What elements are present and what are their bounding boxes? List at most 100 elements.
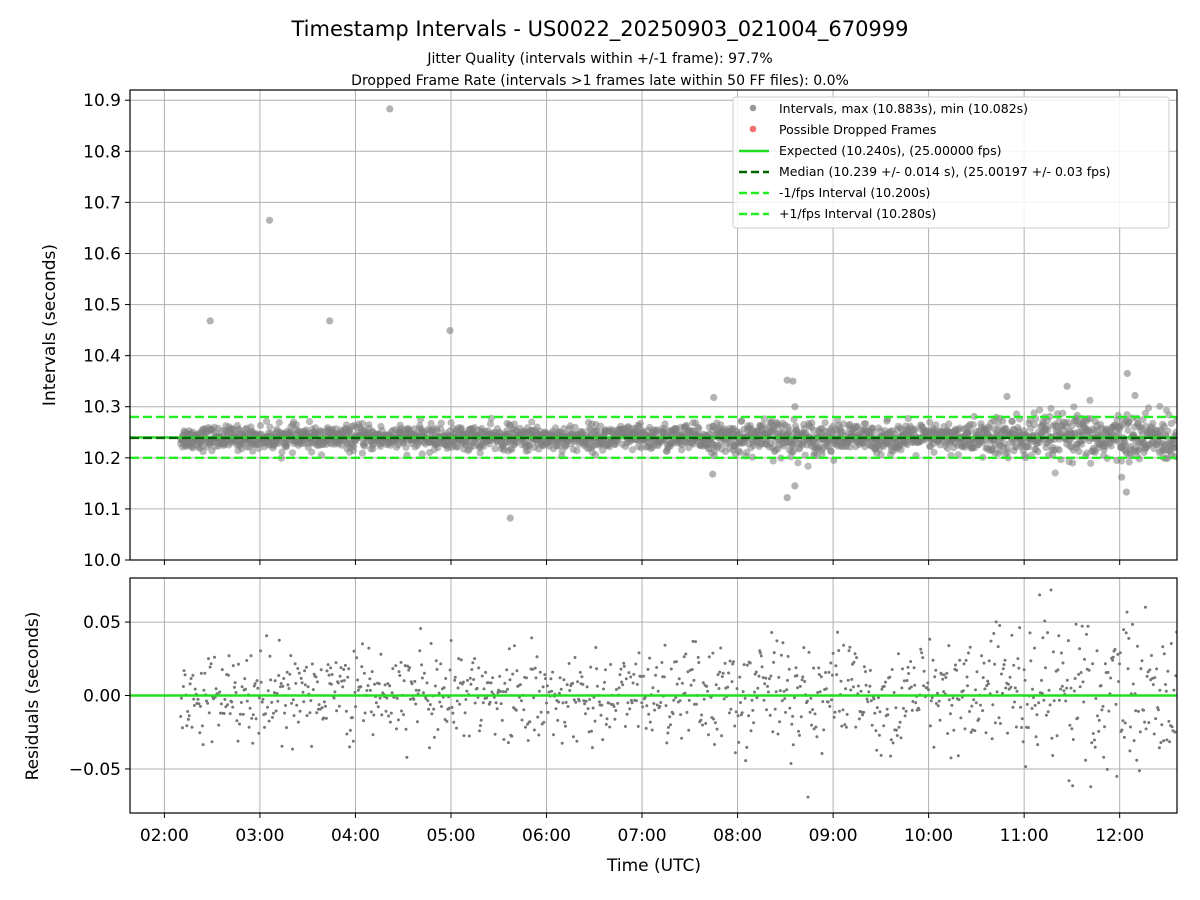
- residual-point: [440, 705, 443, 708]
- residual-point: [455, 699, 459, 703]
- residual-point: [810, 723, 813, 727]
- residual-point: [841, 708, 845, 712]
- residual-point: [877, 696, 880, 700]
- residual-point: [269, 678, 273, 682]
- interval-point: [1055, 446, 1063, 454]
- residual-point: [261, 697, 265, 701]
- residual-point: [188, 682, 192, 686]
- residual-point: [187, 714, 191, 718]
- residual-point: [1040, 691, 1044, 695]
- residual-point: [1034, 735, 1038, 739]
- residual-point: [285, 670, 289, 674]
- interval-point: [738, 417, 746, 425]
- y-tick-label: 10.0: [83, 551, 121, 571]
- residual-point: [853, 652, 857, 656]
- residual-point: [397, 670, 401, 674]
- residual-point: [557, 700, 561, 704]
- interval-point: [350, 443, 358, 451]
- residual-point: [388, 720, 392, 724]
- residual-point: [816, 691, 820, 694]
- residual-point: [1131, 682, 1135, 686]
- residual-point: [266, 705, 269, 709]
- y-tick-label: −0.05: [69, 760, 121, 780]
- residual-point: [1052, 699, 1056, 703]
- residual-point: [345, 732, 349, 736]
- interval-point: [818, 450, 826, 458]
- intervals-panel: 10.0 10.1 10.2 10.3 10.4 10.5 10.6 10.7 10.8 10.9: [83, 89, 1178, 571]
- residual-point: [664, 704, 668, 708]
- residual-point: [1102, 755, 1106, 759]
- residual-point: [1022, 668, 1026, 672]
- residual-point: [848, 645, 852, 649]
- interval-point: [256, 421, 265, 430]
- residual-point: [335, 709, 339, 713]
- residual-point: [576, 680, 580, 684]
- residual-point: [660, 661, 664, 664]
- residual-point: [290, 701, 294, 705]
- residual-point: [308, 711, 312, 715]
- residual-point: [1143, 605, 1147, 609]
- residual-point: [510, 734, 514, 738]
- residual-point: [354, 705, 358, 709]
- residual-point: [987, 682, 990, 686]
- residual-point: [909, 685, 913, 689]
- residual-point: [317, 703, 321, 707]
- residual-point: [766, 684, 769, 688]
- residual-point: [181, 726, 184, 730]
- residual-point: [998, 722, 1002, 725]
- residual-point: [394, 664, 398, 668]
- residual-point: [891, 741, 895, 745]
- residual-point: [1057, 634, 1061, 638]
- interval-outlier-point: [709, 470, 717, 478]
- residual-point: [400, 709, 403, 713]
- residual-point: [645, 704, 649, 708]
- residual-point: [1146, 670, 1150, 674]
- residual-point: [257, 696, 261, 700]
- residual-point: [733, 751, 737, 755]
- residual-point: [426, 699, 430, 703]
- residual-point: [453, 675, 457, 679]
- residual-point: [444, 677, 448, 680]
- residual-point: [864, 670, 867, 674]
- residual-point: [457, 657, 461, 661]
- residual-point: [389, 711, 393, 715]
- residual-point: [872, 697, 876, 701]
- residual-point: [536, 715, 540, 719]
- residual-point: [1124, 631, 1128, 635]
- residual-point: [1150, 654, 1153, 657]
- residual-point: [782, 689, 786, 693]
- residual-point: [545, 684, 549, 688]
- residual-point: [654, 673, 657, 677]
- residual-point: [327, 673, 331, 677]
- residual-point: [701, 723, 704, 727]
- residual-point: [1080, 624, 1084, 628]
- residual-point: [199, 671, 203, 675]
- residual-point: [1026, 726, 1030, 730]
- residual-point: [1065, 686, 1069, 690]
- residual-point: [1020, 717, 1024, 721]
- residual-point: [404, 727, 408, 731]
- residual-point: [865, 697, 869, 701]
- residual-point: [1046, 631, 1050, 635]
- y-tick-label: 10.2: [83, 449, 121, 469]
- interval-outlier-point: [1123, 369, 1131, 378]
- residual-point: [1021, 740, 1025, 744]
- residual-point: [1014, 725, 1018, 729]
- residual-point: [522, 708, 526, 712]
- residual-point: [1125, 610, 1129, 614]
- residual-point: [706, 689, 710, 693]
- residual-point: [952, 728, 956, 732]
- x-tick-label: 02:00: [140, 826, 189, 846]
- interval-point: [1051, 469, 1059, 477]
- residual-point: [545, 701, 548, 705]
- residual-point: [391, 667, 395, 671]
- residual-point: [949, 756, 953, 760]
- residual-point: [469, 682, 473, 686]
- residual-point: [322, 716, 326, 720]
- residual-point: [235, 719, 239, 723]
- residual-point: [817, 673, 821, 676]
- legend-entry: Intervals, max (10.883s), min (10.082s): [779, 101, 1028, 116]
- residual-point: [718, 670, 722, 674]
- residual-point: [459, 658, 463, 662]
- residual-point: [306, 685, 310, 689]
